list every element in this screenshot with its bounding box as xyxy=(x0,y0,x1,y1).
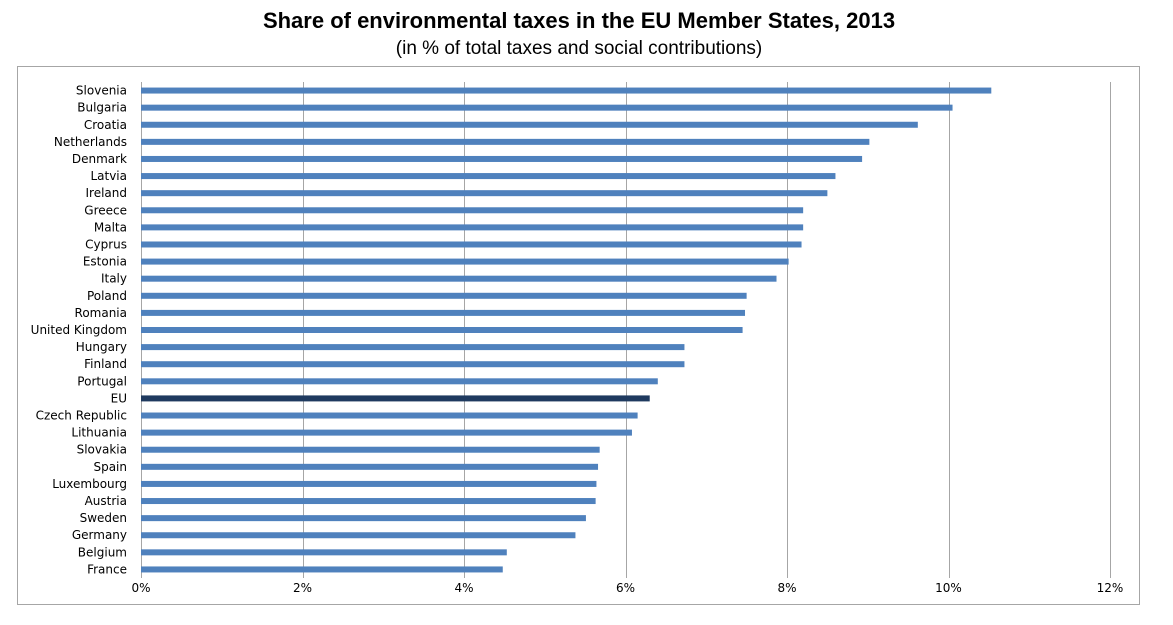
category-labels: Slovenia Bulgaria Croatia Netherlands Denmar… xyxy=(31,84,127,577)
category-label: Ireland xyxy=(85,186,127,200)
bar xyxy=(141,446,600,453)
x-tick-label: 8% xyxy=(777,581,796,595)
bar xyxy=(141,138,870,145)
category-label: Finland xyxy=(84,357,127,371)
bar xyxy=(141,412,638,419)
bar xyxy=(141,515,586,522)
bar xyxy=(141,173,836,180)
bar xyxy=(141,549,507,556)
x-axis-ticks: 0% 2% 4% 6% 8% 10% 12% xyxy=(131,581,1123,595)
x-tick-label: 6% xyxy=(616,581,635,595)
category-label: Slovenia xyxy=(76,84,127,98)
category-label: Poland xyxy=(87,289,127,303)
category-label: EU xyxy=(111,391,127,405)
category-label: Greece xyxy=(84,203,127,217)
x-tick-label: 4% xyxy=(454,581,473,595)
bar xyxy=(141,327,743,333)
category-label: Austria xyxy=(85,494,127,508)
bar xyxy=(141,190,828,197)
bar xyxy=(141,224,804,231)
bar xyxy=(141,361,685,368)
chart-subtitle: (in % of total taxes and social contribu… xyxy=(396,38,762,59)
category-label: Italy xyxy=(101,272,127,286)
bar xyxy=(141,104,953,111)
bar xyxy=(141,258,789,265)
category-label: Hungary xyxy=(76,340,127,354)
bar xyxy=(141,344,685,351)
category-label: United Kingdom xyxy=(31,323,127,337)
bar xyxy=(141,395,650,402)
category-label: Cyprus xyxy=(85,237,127,251)
chart-title: Share of environmental taxes in the EU M… xyxy=(263,8,895,33)
category-label: Bulgaria xyxy=(77,101,127,115)
category-label: France xyxy=(87,562,127,576)
bar xyxy=(141,378,658,385)
bar xyxy=(141,155,863,162)
category-label: Czech Republic xyxy=(36,409,127,423)
category-label: Slovakia xyxy=(77,443,127,457)
category-label: Netherlands xyxy=(54,135,127,149)
category-label: Malta xyxy=(94,220,127,234)
category-label: Belgium xyxy=(78,545,127,559)
bar xyxy=(141,498,596,505)
category-label: Estonia xyxy=(83,255,127,269)
category-label: Lithuania xyxy=(71,426,127,440)
category-label: Romania xyxy=(75,306,127,320)
bar xyxy=(141,429,632,436)
category-label: Latvia xyxy=(90,169,127,183)
bar xyxy=(141,566,503,573)
bar xyxy=(141,275,777,282)
bar xyxy=(141,463,599,470)
bar xyxy=(141,207,804,214)
bar xyxy=(141,241,802,248)
category-label: Croatia xyxy=(84,118,127,132)
bar xyxy=(141,121,918,128)
x-tick-label: 0% xyxy=(131,581,150,595)
category-label: Denmark xyxy=(72,152,127,166)
bars xyxy=(141,87,992,573)
bar xyxy=(141,292,747,299)
x-tick-label: 2% xyxy=(293,581,312,595)
x-tick-label: 12% xyxy=(1097,581,1124,595)
bar xyxy=(141,532,576,539)
bar xyxy=(141,309,746,316)
bar xyxy=(141,87,992,94)
category-label: Portugal xyxy=(77,374,127,388)
category-label: Germany xyxy=(72,528,127,542)
category-label: Luxembourg xyxy=(52,477,127,491)
bar xyxy=(141,480,597,487)
category-label: Sweden xyxy=(80,511,127,525)
category-label: Spain xyxy=(93,460,127,474)
chart-border xyxy=(17,66,1140,605)
x-tick-label: 10% xyxy=(935,581,962,595)
